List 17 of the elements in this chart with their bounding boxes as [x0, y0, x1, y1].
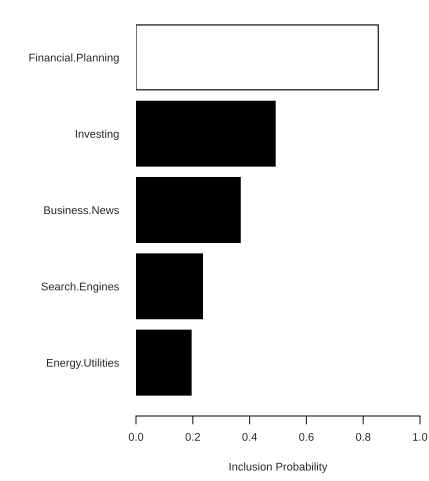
- bar: [136, 24, 379, 90]
- x-tick-label: 0.0: [128, 432, 144, 441]
- bar: [136, 177, 241, 243]
- x-tick-label: 0.6: [299, 432, 314, 441]
- y-tick-label: Search.Engines: [41, 282, 119, 293]
- x-tick-label: 0.8: [356, 432, 370, 441]
- x-tick-label: 1.0: [413, 432, 428, 441]
- y-tick-label: Energy.Utilities: [46, 358, 119, 369]
- x-axis-title: Inclusion Probability: [230, 462, 328, 473]
- bar: [136, 100, 276, 167]
- y-tick-label: Financial.Planning: [29, 53, 119, 64]
- y-tick-label: Investing: [76, 130, 119, 140]
- x-tick-label: 0.4: [242, 432, 257, 441]
- bar: [136, 330, 192, 396]
- x-tick-label: 0.2: [186, 432, 200, 441]
- bar: [136, 253, 204, 320]
- y-tick-label: Business.News: [44, 206, 119, 214]
